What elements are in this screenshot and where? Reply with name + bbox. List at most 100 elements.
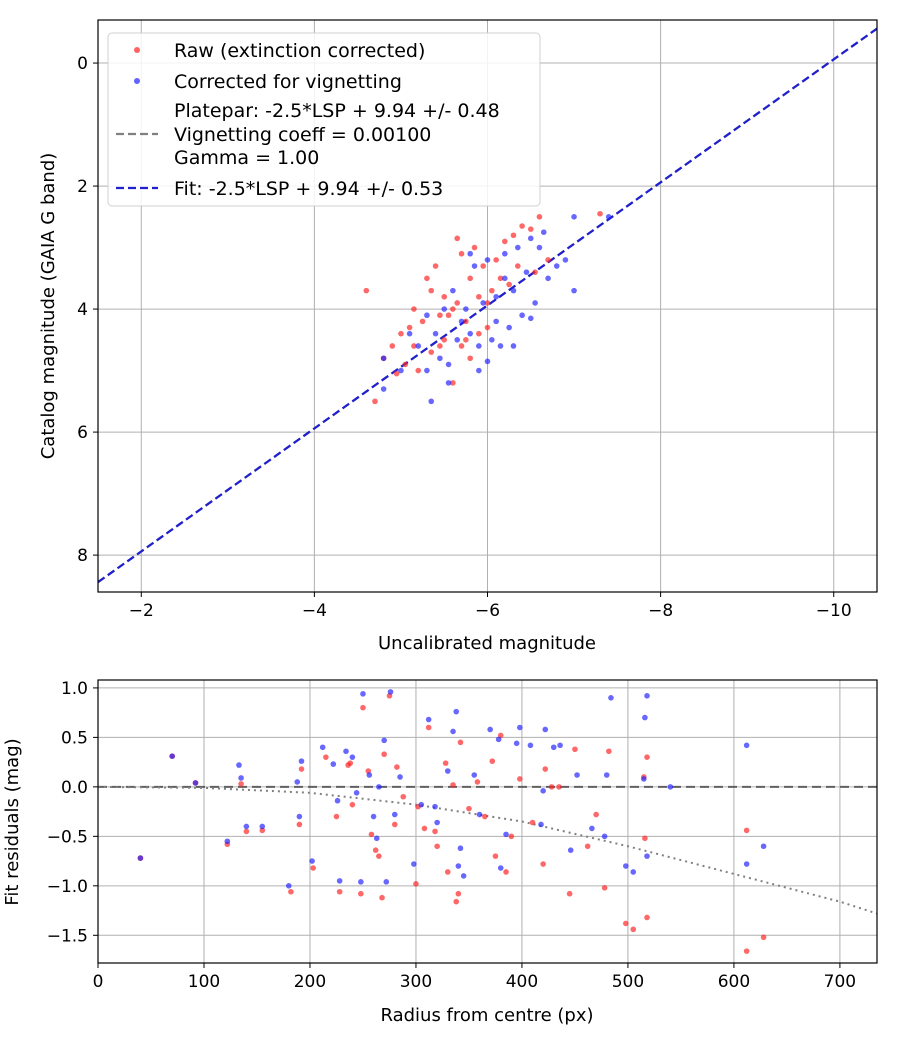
bottom-raw-point xyxy=(360,704,366,711)
bottom-raw-point xyxy=(336,888,343,895)
bottom-plot-frame xyxy=(97,679,878,964)
bottom-corrected-point xyxy=(309,858,315,864)
bottom-raw-point xyxy=(425,724,432,731)
bottom-corrected-point xyxy=(236,762,242,768)
bottom-corrected-point xyxy=(343,748,349,755)
top-corrected-point xyxy=(553,263,560,269)
bottom-corrected-point xyxy=(360,691,366,697)
bottom-corrected-point xyxy=(608,695,614,701)
bottom-raw-point xyxy=(296,821,303,828)
bottom-corrected-point xyxy=(285,883,292,889)
bottom-x-tick-label: 0 xyxy=(93,972,104,992)
top-raw-point xyxy=(489,287,495,294)
bottom-raw-point xyxy=(259,827,266,834)
bottom-corrected-point xyxy=(296,813,303,820)
bottom-corrected-point xyxy=(457,845,464,852)
bottom-raw-point xyxy=(492,853,499,859)
bottom-raw-point xyxy=(760,934,767,941)
top-x-tick-label: −8 xyxy=(648,601,673,621)
top-fit-line xyxy=(98,27,877,584)
top-corrected-point xyxy=(476,367,482,374)
top-raw-point xyxy=(441,337,448,343)
top-y-tick-label: 4 xyxy=(77,300,88,320)
top-raw-point xyxy=(527,226,534,232)
top-x-tick-label: −2 xyxy=(129,601,154,621)
bottom-raw-point xyxy=(489,758,496,764)
top-raw-point xyxy=(467,355,473,362)
top-raw-point xyxy=(454,300,461,306)
legend-fit-label: Fit: -2.5*LSP + 9.94 +/- 0.53 xyxy=(174,178,443,200)
top-raw-point xyxy=(463,337,469,343)
bottom-corrected-point xyxy=(192,780,199,786)
top-raw-point xyxy=(389,343,396,349)
top-raw-point xyxy=(480,263,486,269)
bottom-raw-point xyxy=(572,746,578,753)
bottom-raw-point xyxy=(517,776,523,782)
bottom-corrected-point xyxy=(334,797,341,804)
bottom-y-tick-label: −1.5 xyxy=(47,926,88,946)
bottom-raw-point xyxy=(566,890,573,897)
bottom-model-curve xyxy=(98,785,877,915)
bottom-corrected-point xyxy=(294,779,301,785)
bottom-corrected-point xyxy=(487,726,493,733)
top-corrected-point xyxy=(450,287,456,294)
legend-box xyxy=(107,32,541,207)
top-x-tick-label: −10 xyxy=(816,601,852,621)
bottom-corrected-point xyxy=(243,823,250,830)
bottom-corrected-point xyxy=(540,788,546,794)
bottom-raw-point xyxy=(434,843,440,850)
top-corrected-point xyxy=(519,312,525,319)
bottom-corrected-point xyxy=(411,861,417,867)
top-corrected-point xyxy=(514,244,521,251)
top-corrected-point xyxy=(571,287,577,294)
bottom-x-tick-label: 600 xyxy=(718,972,750,992)
top-corrected-point xyxy=(493,318,499,325)
top-raw-point xyxy=(437,312,443,319)
top-raw-point xyxy=(463,318,469,325)
top-corrected-point xyxy=(437,355,443,362)
bottom-corrected-point xyxy=(603,772,610,778)
bottom-y-tick-label: 0.5 xyxy=(61,728,88,748)
bottom-corrected-point xyxy=(434,819,440,826)
top-corrected-point xyxy=(480,300,486,306)
bottom-raw-point xyxy=(358,890,364,897)
bottom-raw-point xyxy=(243,828,250,835)
bottom-corrected-point xyxy=(460,873,467,879)
top-raw-point xyxy=(372,398,378,405)
bottom-corrected-point xyxy=(495,736,502,743)
bottom-corrected-point xyxy=(667,784,674,790)
top-corrected-point xyxy=(445,361,452,368)
top-raw-point xyxy=(476,293,482,300)
top-points xyxy=(363,210,612,405)
bottom-ticks: 0 100 200 300 400 500 600 700 1.0 0.5 0.0 −0.5 −1.0 −… xyxy=(47,679,856,992)
bottom-raw-point xyxy=(400,793,407,800)
bottom-corrected-point xyxy=(336,878,343,884)
legend-platepar-line3: Gamma = 1.00 xyxy=(174,147,319,169)
bottom-lines xyxy=(98,785,877,915)
bottom-raw-point xyxy=(642,835,648,842)
bottom-x-tick-label: 200 xyxy=(294,972,326,992)
top-corrected-point xyxy=(424,312,430,319)
top-ticks: −2 −4 −6 −8 −10 0 2 4 6 8 xyxy=(77,54,851,621)
bottom-raw-point xyxy=(644,754,650,760)
top-corrected-point xyxy=(463,306,469,312)
legend: Raw (extinction corrected) Corrected for… xyxy=(107,32,541,207)
top-corrected-point xyxy=(489,337,495,343)
bottom-corrected-point xyxy=(381,737,387,744)
bottom-corrected-point xyxy=(319,744,326,751)
top-raw-point xyxy=(514,263,521,269)
bottom-raw-point xyxy=(482,813,488,820)
bottom-raw-point xyxy=(455,890,462,897)
bottom-raw-point xyxy=(432,828,438,835)
bottom-corrected-point xyxy=(503,831,509,838)
bottom-corrected-point xyxy=(358,879,364,885)
legend-corrected-label: Corrected for vignetting xyxy=(174,71,402,93)
bottom-corrected-point xyxy=(238,775,244,781)
top-raw-point xyxy=(484,300,491,306)
top-corrected-point xyxy=(532,300,538,306)
top-raw-point xyxy=(432,263,439,269)
top-raw-point xyxy=(510,232,517,239)
top-raw-point xyxy=(467,275,473,282)
bottom-corrected-point xyxy=(432,803,438,810)
top-corrected-point xyxy=(527,235,534,242)
